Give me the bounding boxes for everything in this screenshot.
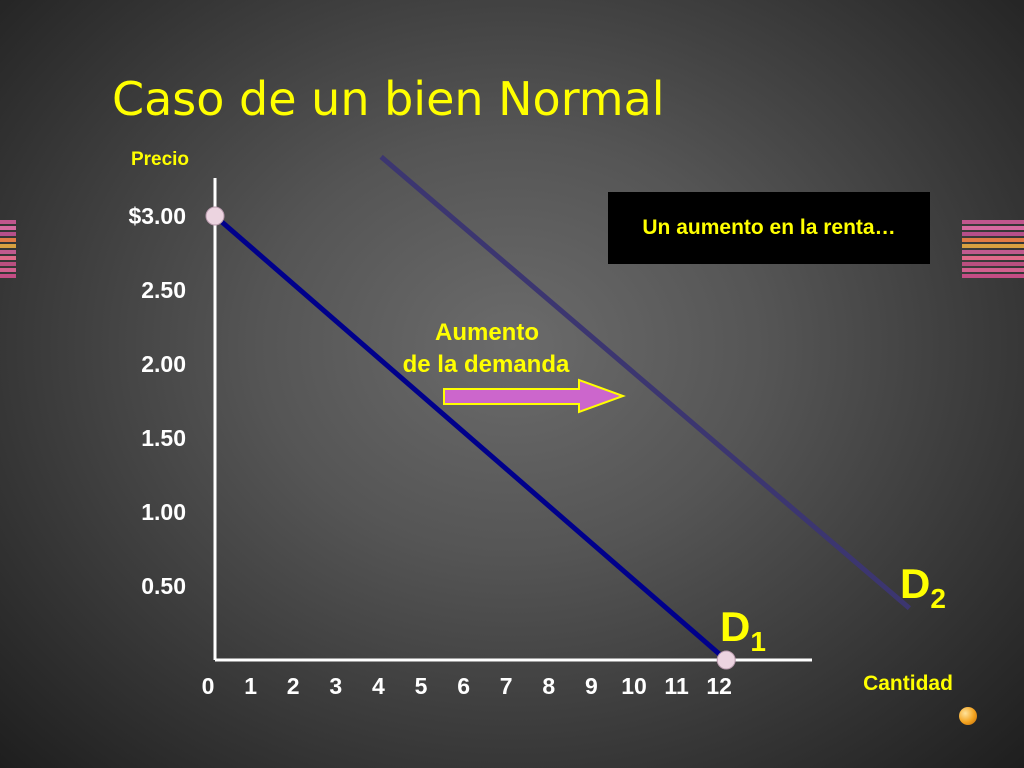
data-point-0 — [205, 206, 225, 226]
x-tick-label: 3 — [329, 673, 342, 699]
x-tick-label: 7 — [500, 673, 513, 699]
arrow-label-line2: de la demanda — [403, 351, 570, 378]
data-point-1 — [716, 650, 736, 670]
slide-title: Caso de un bien Normal — [112, 72, 665, 126]
x-tick-label: 11 — [664, 673, 689, 699]
x-tick-label: 1 — [244, 673, 257, 699]
demand-line-d1 — [213, 214, 728, 662]
curve-label-d1: D1 — [720, 603, 766, 657]
x-tick-label: 8 — [542, 673, 555, 699]
y-tick-label: 0.50 — [141, 573, 186, 599]
demand-line-d2 — [379, 154, 912, 611]
demand-shift-arrow-icon — [443, 378, 626, 414]
right-decorative-stripes — [962, 220, 1024, 280]
x-axis-title: Cantidad — [863, 672, 953, 695]
callout-text: Un aumento en la renta… — [642, 216, 896, 239]
x-tick-label: 2 — [287, 673, 300, 699]
x-tick-label: 0 — [202, 673, 215, 699]
orange-bullet-icon — [959, 707, 977, 725]
y-tick-label: 1.00 — [141, 499, 186, 525]
x-tick-label: 6 — [457, 673, 470, 699]
x-tick-label: 10 — [621, 673, 647, 699]
x-tick-label: 9 — [585, 673, 598, 699]
arrow-label-line1: Aumento — [435, 319, 539, 346]
y-axis-title: Precio — [131, 149, 189, 170]
y-tick-label: 2.50 — [141, 277, 186, 303]
income-increase-callout: Un aumento en la renta… — [608, 192, 930, 264]
left-decorative-stripes — [0, 220, 16, 280]
y-tick-label: $3.00 — [128, 203, 186, 229]
y-tick-label: 1.50 — [141, 425, 186, 451]
y-tick-label: 2.00 — [141, 351, 186, 377]
x-tick-label: 12 — [706, 673, 732, 699]
curve-label-d2: D2 — [900, 560, 946, 614]
x-tick-label: 4 — [372, 673, 385, 699]
x-tick-label: 5 — [415, 673, 428, 699]
